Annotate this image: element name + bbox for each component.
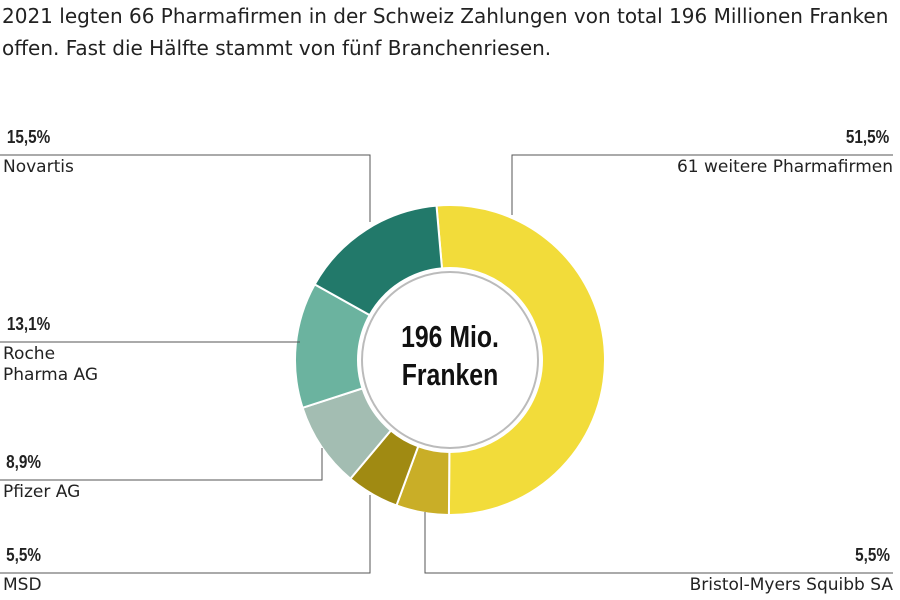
- category-label: Pfizer AG: [3, 482, 81, 502]
- value-label: 15,5%: [6, 127, 51, 147]
- leader-line: [0, 154, 371, 222]
- slice: [435, 204, 607, 516]
- chart-title: 2021 legten 66 Pharmafirmen in der Schwe…: [2, 4, 889, 60]
- leader-line: [0, 495, 371, 574]
- value-label: 8,9%: [6, 452, 41, 472]
- category-label: MSD: [3, 575, 42, 595]
- inner-ring: [361, 271, 539, 449]
- slice: [313, 204, 444, 317]
- value-label: 5,5%: [855, 545, 890, 565]
- value-label: 51,5%: [845, 127, 890, 147]
- category-label: 61 weitere Pharmafirmen: [676, 157, 893, 177]
- leader-line: [424, 512, 893, 574]
- leader-line: [511, 154, 893, 215]
- leader-line: [0, 448, 323, 481]
- value-label: 13,1%: [6, 314, 51, 334]
- category-label: Bristol-Myers Squibb SA: [689, 575, 893, 595]
- category-label: Novartis: [3, 157, 74, 177]
- value-label: 5,5%: [6, 545, 41, 565]
- center-label: 196 Mio. Franken: [401, 319, 499, 392]
- category-label: Roche Pharma AG: [3, 344, 99, 385]
